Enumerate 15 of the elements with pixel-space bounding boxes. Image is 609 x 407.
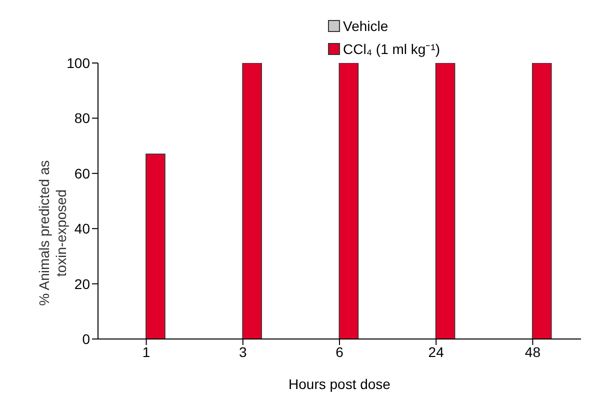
y-tick-label: 40	[74, 220, 90, 237]
y-tick-label: 60	[74, 165, 90, 182]
x-tick-label: 1	[142, 344, 150, 360]
x-axis-title: Hours post dose	[288, 376, 391, 392]
y-tick-label: 80	[74, 110, 90, 126]
y-tick-label: 0	[82, 330, 90, 347]
y-tick-label: 100	[66, 54, 90, 71]
x-tick-label: 24	[428, 344, 444, 360]
y-tick-label: 20	[74, 276, 90, 292]
x-tick-label: 6	[336, 344, 344, 360]
y-axis-title: % Animals predicted as toxin-exposed	[36, 160, 70, 306]
x-tick-label: 48	[524, 344, 541, 360]
legend-label: CCl₄ (1 ml kg⁻¹)	[343, 40, 440, 58]
x-tick-label: 3	[239, 344, 247, 360]
legend-label: Vehicle	[343, 18, 388, 34]
